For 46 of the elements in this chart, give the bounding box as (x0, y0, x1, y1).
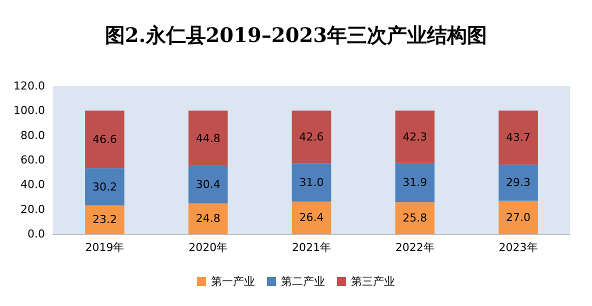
y-tick-label: 40.0 (20, 178, 45, 192)
x-tick-label: 2019年 (85, 241, 124, 254)
bar (188, 110, 228, 166)
data-label: 44.8 (196, 132, 220, 145)
y-tick-label: 60.0 (20, 154, 45, 166)
data-label: 23.2 (92, 213, 117, 226)
data-label: 31.0 (299, 176, 324, 189)
bar (85, 168, 124, 206)
y-tick-label: 80.0 (20, 128, 45, 142)
data-label: 26.4 (299, 211, 324, 224)
data-label: 24.8 (196, 212, 220, 226)
bar (395, 162, 435, 202)
data-label: 46.6 (92, 132, 117, 146)
y-tick-label: 120.0 (14, 80, 45, 92)
legend-label: 第三产业 (351, 275, 395, 288)
data-label: 30.2 (92, 180, 117, 194)
bar (292, 110, 332, 164)
y-tick-label: 100.0 (14, 104, 45, 118)
x-tick-label: 2021年 (292, 241, 331, 254)
data-label: 31.9 (402, 176, 428, 190)
bar (188, 203, 228, 234)
chart-title: 图2.永仁县2019–2023年三次产业结构图 (104, 23, 488, 47)
y-tick-label: 20.0 (20, 202, 45, 216)
bar (292, 201, 332, 234)
data-label: 43.7 (506, 131, 531, 144)
bar (85, 205, 124, 234)
x-tick-label: 2023年 (498, 241, 538, 254)
data-label: 25.8 (402, 212, 428, 225)
data-label: 42.3 (402, 130, 428, 144)
data-label: 30.4 (196, 178, 220, 192)
bar (498, 110, 538, 165)
x-tick-label: 2020年 (188, 241, 228, 254)
bar (498, 200, 538, 234)
legend-label: 第一产业 (211, 275, 255, 288)
x-tick-label: 2022年 (395, 241, 434, 254)
bar (395, 110, 435, 163)
legend-label: 第二产业 (281, 275, 325, 288)
bar (188, 166, 228, 204)
bar (292, 163, 332, 202)
bar (395, 202, 435, 234)
bar (498, 164, 538, 201)
data-label: 29.3 (506, 176, 531, 190)
data-label: 27.0 (506, 210, 531, 224)
y-tick-label: 0.0 (28, 228, 45, 240)
data-label: 42.6 (299, 130, 324, 144)
bar (85, 110, 124, 168)
